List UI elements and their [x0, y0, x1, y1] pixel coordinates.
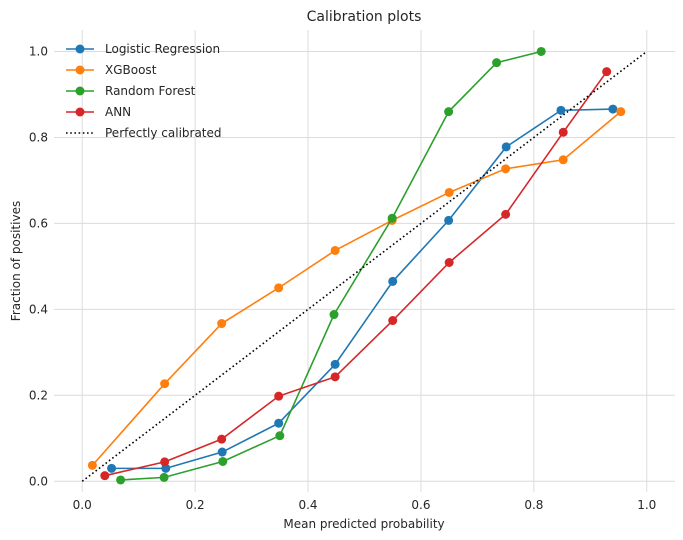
data-point-random-forest	[116, 475, 126, 485]
grid	[54, 30, 675, 492]
data-point-random-forest	[492, 58, 502, 68]
legend-marker	[75, 86, 85, 96]
data-point-logistic-regression	[556, 105, 566, 115]
x-tick-label: 0.4	[298, 498, 317, 512]
data-point-ann	[444, 258, 454, 268]
x-tick-label: 0.2	[186, 498, 205, 512]
legend-label: Random Forest	[105, 84, 196, 98]
data-point-logistic-regression	[217, 447, 227, 457]
y-tick-label: 0.8	[29, 130, 48, 144]
legend-marker	[75, 107, 85, 117]
x-axis-title: Mean predicted probability	[283, 517, 444, 531]
legend-item-logistic-regression: Logistic Regression	[66, 42, 220, 56]
series-line-logistic-regression	[111, 108, 613, 470]
data-point-xgboost	[217, 319, 227, 329]
legend-marker	[75, 44, 85, 54]
y-axis-title: Fraction of positives	[9, 201, 23, 321]
legend-marker	[75, 65, 85, 75]
data-point-random-forest	[387, 213, 397, 223]
y-tick-label: 1.0	[29, 44, 48, 58]
data-point-xgboost	[87, 460, 97, 470]
data-point-xgboost	[444, 187, 454, 197]
data-point-ann	[160, 457, 170, 467]
y-tick-label: 0.2	[29, 388, 48, 402]
data-point-random-forest	[536, 46, 546, 56]
data-point-random-forest	[159, 472, 169, 482]
y-tick-label: 0.6	[29, 216, 48, 230]
data-point-ann	[602, 67, 612, 77]
data-point-xgboost	[501, 164, 511, 174]
plot-area	[54, 30, 675, 492]
legend-label: Logistic Regression	[105, 42, 220, 56]
data-point-xgboost	[616, 107, 626, 117]
data-point-logistic-regression	[501, 142, 511, 152]
data-point-xgboost	[274, 283, 284, 293]
series-line-ann	[104, 71, 608, 477]
x-tick-label: 0.0	[73, 498, 92, 512]
legend-item-perfectly-calibrated: Perfectly calibrated	[66, 126, 222, 140]
data-point-random-forest	[444, 107, 454, 117]
data-point-ann	[330, 372, 340, 382]
data-point-ann	[501, 209, 511, 219]
x-tick-label: 0.6	[411, 498, 430, 512]
data-point-logistic-regression	[107, 463, 117, 473]
y-tick-label: 0.0	[29, 474, 48, 488]
legend-item-random-forest: Random Forest	[66, 84, 196, 98]
data-point-logistic-regression	[330, 359, 340, 369]
legend-item-xgboost: XGBoost	[66, 63, 157, 77]
data-point-xgboost	[330, 245, 340, 255]
data-point-logistic-regression	[444, 215, 454, 225]
legend-label: Perfectly calibrated	[105, 126, 222, 140]
data-point-xgboost	[160, 379, 170, 389]
tick-labels: 0.0 0.2 0.4 0.6 0.8 1.0 0.0 0.2 0.4 0.6 0.8 1.0	[29, 44, 656, 512]
data-point-ann	[100, 471, 110, 481]
data-point-ann	[388, 316, 398, 326]
data-point-logistic-regression	[274, 418, 284, 428]
y-tick-label: 0.4	[29, 302, 48, 316]
data-point-ann	[558, 127, 568, 137]
x-tick-label: 0.8	[524, 498, 543, 512]
series-line-perfectly-calibrated	[81, 50, 648, 482]
series-layer	[81, 46, 648, 485]
chart-title: Calibration plots	[307, 9, 422, 25]
legend-label: XGBoost	[105, 63, 157, 77]
legend: Logistic Regression XGBoost Random Forest A…	[66, 42, 222, 140]
data-point-logistic-regression	[388, 276, 398, 286]
data-point-logistic-regression	[608, 104, 618, 114]
data-point-xgboost	[558, 155, 568, 165]
data-point-random-forest	[275, 431, 285, 441]
legend-item-ann: ANN	[66, 105, 131, 119]
data-point-random-forest	[218, 456, 228, 466]
legend-label: ANN	[105, 105, 131, 119]
data-point-random-forest	[329, 310, 339, 320]
x-tick-label: 1.0	[637, 498, 656, 512]
series-line-xgboost	[91, 111, 622, 466]
data-point-ann	[217, 434, 227, 444]
data-point-ann	[274, 391, 284, 401]
